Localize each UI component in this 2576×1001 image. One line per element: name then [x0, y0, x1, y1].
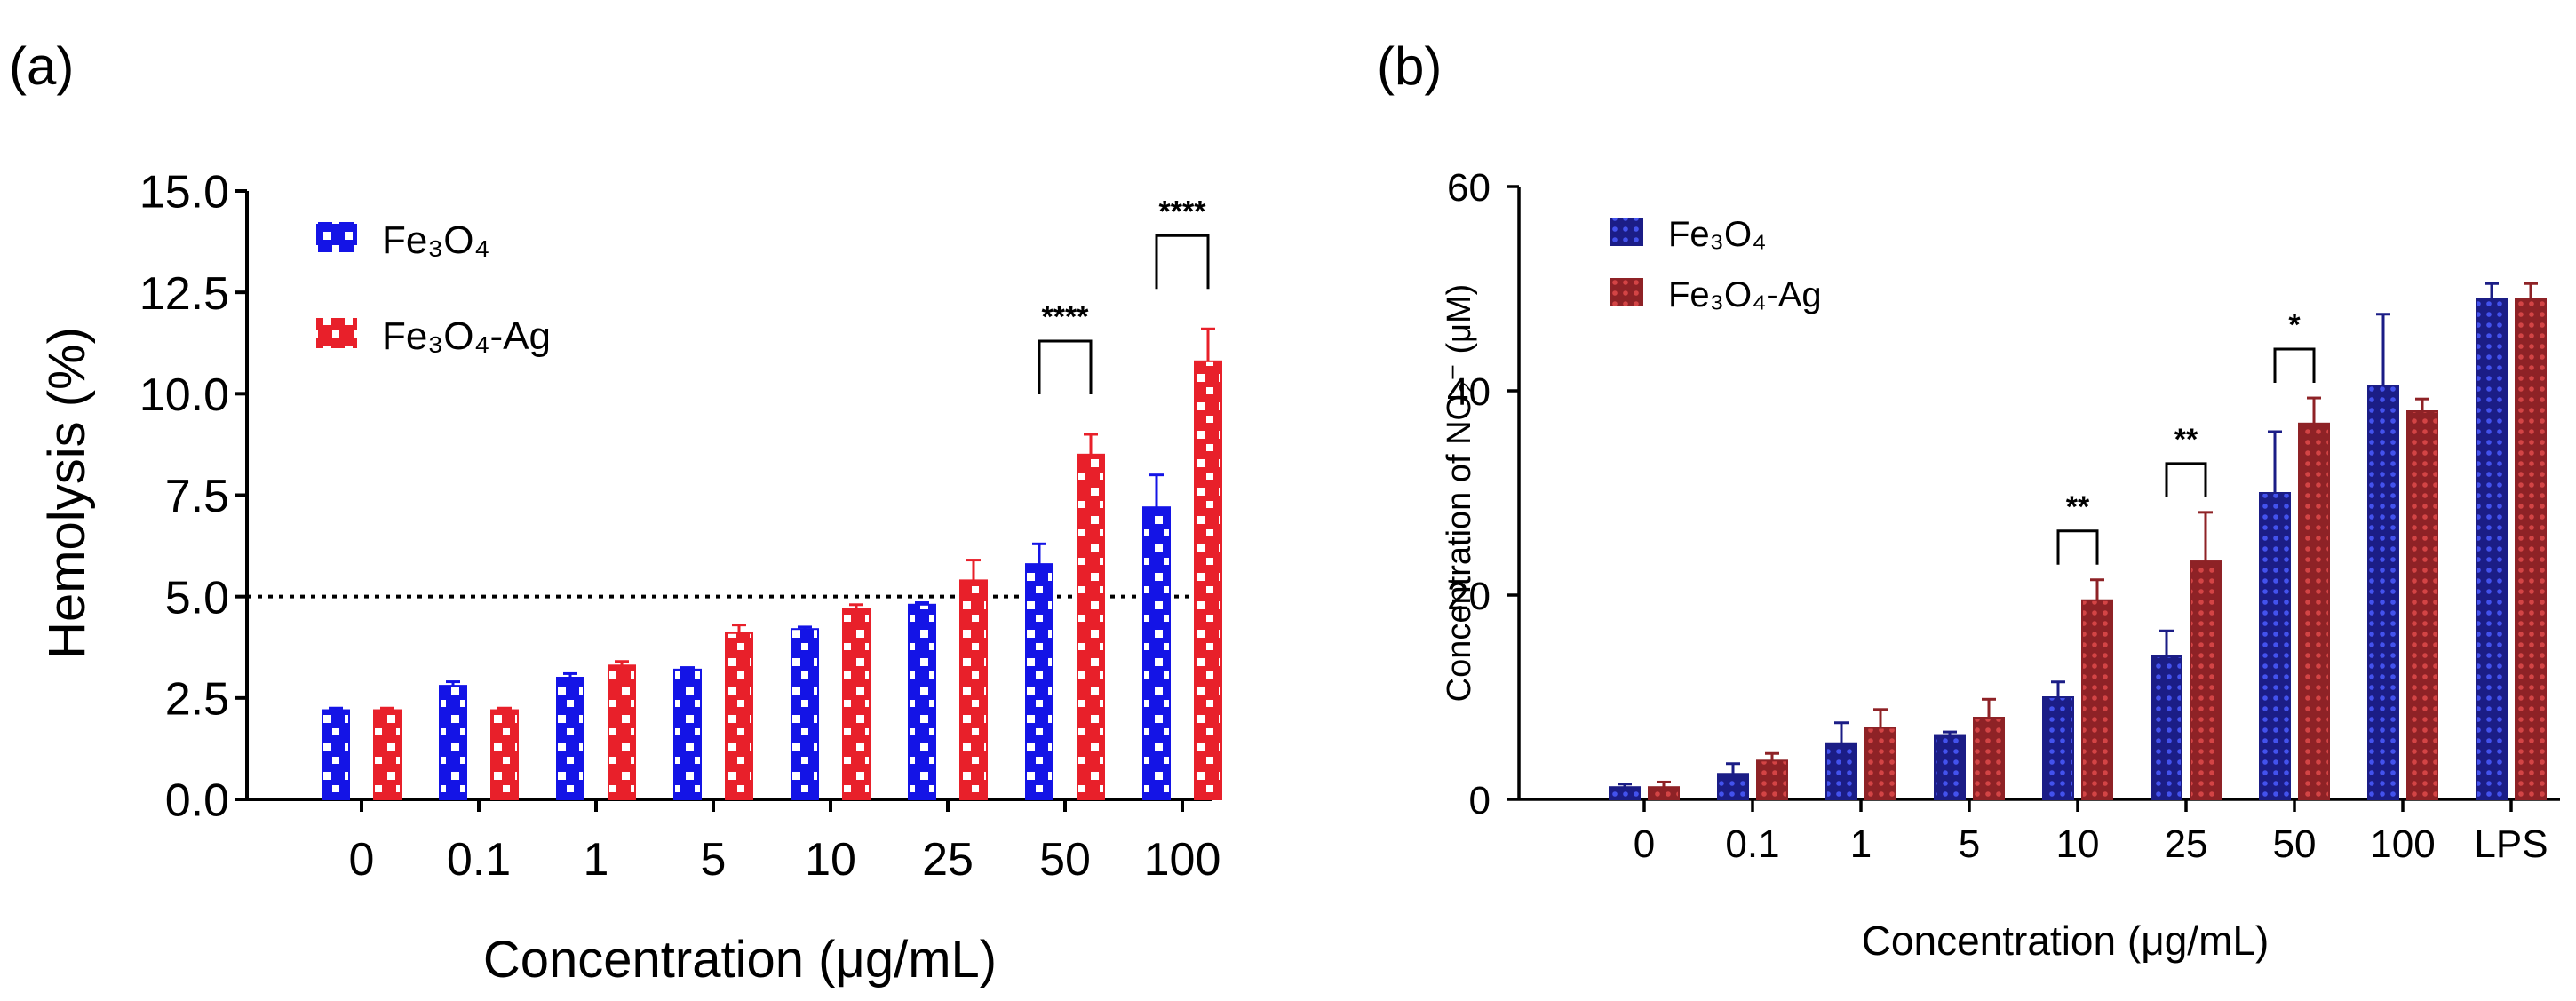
x-tick-label: 5: [1959, 822, 1980, 866]
significance-label: ****: [1042, 300, 1090, 334]
bar-hemolysis: [439, 685, 467, 801]
y-tick-label: 0.0: [165, 775, 229, 827]
x-tick-label: 0.1: [1725, 822, 1779, 866]
x-tick-label: 100: [1144, 834, 1221, 886]
bar-hemolysis: [322, 709, 350, 800]
bar-hemolysis: [908, 603, 936, 800]
panel-label-a: (a): [9, 36, 74, 96]
y-axis-title-a: Hemolysis (%): [38, 327, 96, 659]
x-tick-label: 0: [1634, 822, 1655, 866]
bar-nitrite: [2259, 492, 2291, 800]
y-tick-label: 12.5: [139, 268, 229, 320]
bar-nitrite: [2515, 298, 2547, 800]
x-tick-label: 25: [2165, 822, 2208, 866]
bar-nitrite: [2476, 298, 2508, 800]
x-tick-label: 100: [2370, 822, 2435, 866]
x-axis-title-a: Concentration (μg/mL): [483, 931, 997, 989]
x-tick-label: 25: [922, 834, 974, 886]
legend-a: Fe₃O₄ Fe₃O₄-Ag: [316, 218, 551, 358]
bar-nitrite: [2081, 599, 2113, 800]
bar-nitrite: [1648, 786, 1680, 801]
x-axis-title-b: Concentration (μg/mL): [1862, 918, 2270, 964]
legend-b: Fe₃O₄ Fe₃O₄-Ag: [1610, 215, 1822, 314]
x-tick-label: LPS: [2474, 822, 2548, 866]
y-tick-label: 40: [1447, 370, 1491, 414]
bar-hemolysis: [673, 668, 702, 800]
x-tick-label: 10: [805, 834, 856, 886]
legend-swatch-fe3o4-ag: [1610, 278, 1643, 306]
bar-hemolysis: [1194, 360, 1222, 800]
bar-nitrite: [2406, 410, 2438, 800]
y-tick-label: 5.0: [165, 572, 229, 624]
bar-hemolysis: [842, 608, 871, 800]
significance-label: ****: [1159, 195, 1207, 228]
x-tick-label: 0.1: [447, 834, 511, 886]
bar-hemolysis: [725, 632, 753, 800]
bar-nitrite: [2298, 422, 2330, 800]
bar-hemolysis: [959, 579, 988, 801]
x-tick-label: 1: [1850, 822, 1872, 866]
bar-hemolysis: [556, 677, 584, 800]
bar-hemolysis: [373, 709, 402, 800]
significance-bracket: [1038, 339, 1093, 394]
bar-hemolysis: [791, 628, 819, 801]
y-tick-label: 7.5: [165, 471, 229, 522]
y-tick-label: 10.0: [139, 369, 229, 421]
bar-nitrite: [2042, 696, 2074, 800]
y-tick-label: 0: [1469, 779, 1491, 822]
x-tick-label: 1: [584, 834, 609, 886]
bar-nitrite: [1717, 773, 1749, 800]
significance-bracket: [2056, 529, 2099, 565]
legend-label-fe3o4-ag: Fe₃O₄-Ag: [382, 314, 551, 358]
panel-label-b: (b): [1377, 36, 1442, 96]
legend-label-fe3o4-ag: Fe₃O₄-Ag: [1668, 275, 1822, 314]
significance-label: **: [2066, 490, 2090, 524]
x-tick-label: 0: [349, 834, 375, 886]
legend-swatch-fe3o4-ag: [316, 318, 357, 348]
x-tick-label: 10: [2056, 822, 2100, 866]
bar-nitrite: [1609, 786, 1641, 801]
y-tick-label: 20: [1447, 575, 1491, 618]
bar-hemolysis: [1025, 563, 1053, 801]
bar-hemolysis: [490, 709, 519, 800]
x-tick-label: 50: [1039, 834, 1091, 886]
significance-bracket: [2165, 462, 2207, 497]
significance-label: **: [2174, 423, 2198, 457]
bar-nitrite: [1973, 717, 2005, 800]
x-tick-label: 5: [701, 834, 727, 886]
bar-nitrite: [1864, 727, 1896, 800]
chart-marks: 0.02.55.07.510.012.515.00 0.1 1 5 10 25 50 100*…: [139, 166, 2560, 886]
legend-swatch-fe3o4: [1610, 218, 1643, 246]
y-tick-label: 15.0: [139, 167, 229, 218]
significance-label: *: [2288, 308, 2301, 342]
significance-bracket: [1155, 234, 1210, 290]
legend-swatch-fe3o4: [316, 222, 357, 252]
bar-nitrite: [1934, 734, 1966, 800]
bar-hemolysis: [1142, 506, 1171, 800]
bar-hemolysis: [608, 664, 636, 800]
x-tick-label: 50: [2273, 822, 2317, 866]
y-tick-label: 2.5: [165, 674, 229, 726]
bar-nitrite: [2367, 385, 2399, 800]
y-tick-label: 60: [1447, 166, 1491, 210]
bar-nitrite: [1825, 742, 1857, 800]
legend-label-fe3o4: Fe₃O₄: [382, 218, 489, 262]
bar-nitrite: [2151, 655, 2182, 800]
y-axis-title-b: Concentration of NO₂⁻ (μM): [1441, 284, 1478, 703]
significance-bracket: [2273, 347, 2316, 384]
bar-nitrite: [1756, 759, 1788, 800]
bar-nitrite: [2190, 560, 2222, 800]
legend-label-fe3o4: Fe₃O₄: [1668, 215, 1766, 254]
bar-hemolysis: [1077, 453, 1105, 800]
